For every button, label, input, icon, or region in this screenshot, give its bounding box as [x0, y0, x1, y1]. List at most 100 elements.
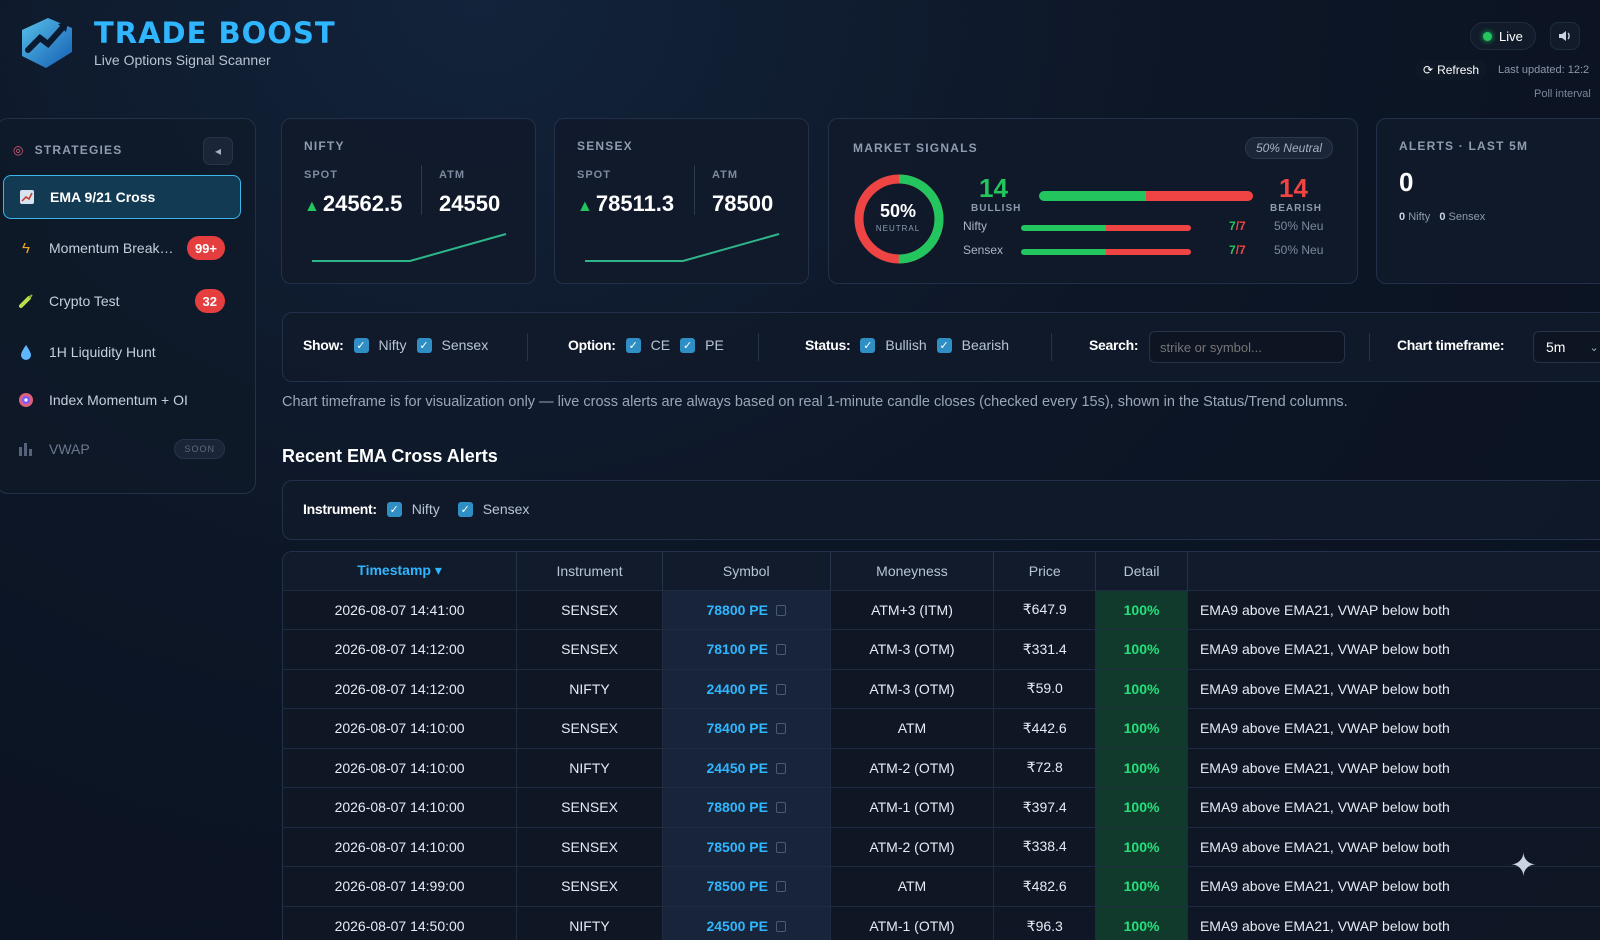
- sound-toggle-button[interactable]: [1550, 22, 1580, 50]
- detail-cell-text: EMA9 above EMA21, VWAP below both: [1199, 601, 1450, 618]
- sidebar-collapse-button[interactable]: ◂: [203, 137, 233, 165]
- count-badge: 99+: [186, 236, 225, 260]
- table-row[interactable]: 2026-08-07 14:12:00 NIFTY 24400 PE ATM-3 (O…: [283, 668, 1600, 709]
- sidebar-item-vwap[interactable]: VWAP SOON: [3, 427, 241, 471]
- price-cell: ₹647.9: [993, 589, 1097, 630]
- symbol-cell[interactable]: 24450 PE: [662, 747, 831, 788]
- timestamp-cell: 2026-08-07 14:99:00: [283, 866, 518, 906]
- col-detail[interactable]: Detail: [1095, 552, 1188, 590]
- donut-sublabel: NEUTRAL: [875, 224, 921, 233]
- table-row[interactable]: 2026-08-07 14:10:00 SENSEX 78400 PE ATM ₹442…: [283, 708, 1600, 748]
- instrument-nifty-label: Nifty: [411, 501, 440, 517]
- copy-icon[interactable]: [775, 841, 786, 853]
- copy-icon[interactable]: [775, 921, 786, 932]
- instrument-cell-text: SENSEX: [561, 799, 618, 816]
- detail-cell: EMA9 above EMA21, VWAP below both: [1187, 866, 1600, 906]
- instrument-cell-text: NIFTY: [569, 680, 610, 697]
- timestamp-cell-text: 2026-08-07 14:10:00: [334, 799, 465, 816]
- symbol-cell[interactable]: 24500 PE: [662, 905, 831, 940]
- price-cell-text: ₹442.6: [1022, 719, 1067, 736]
- symbol-cell-text: 78400 PE: [706, 720, 768, 737]
- sensex-sparkline: [585, 233, 780, 262]
- sidebar-item-liquidity-hunt[interactable]: 1H Liquidity Hunt: [3, 330, 241, 374]
- pe-checkbox[interactable]: ✓: [680, 337, 696, 353]
- live-indicator[interactable]: Live: [1470, 22, 1536, 50]
- col-instrument[interactable]: Instrument: [516, 552, 663, 590]
- strength-cell-text: 100%: [1123, 799, 1160, 816]
- sidebar-item-index-momentum[interactable]: Index Momentum + OI: [3, 378, 241, 422]
- table-row[interactable]: 2026-08-07 14:50:00 NIFTY 24500 PE ATM-1 (O…: [283, 905, 1600, 940]
- timeframe-select[interactable]: 5m ⌄: [1533, 331, 1600, 363]
- sidebar-item-momentum-break[interactable]: ϟ Momentum Break… 99+: [3, 226, 241, 270]
- table-row[interactable]: 2026-08-07 14:12:00 SENSEX 78100 PE ATM-3 (…: [283, 629, 1600, 669]
- sidebar-item-ema-cross[interactable]: EMA 9/21 Cross: [3, 175, 241, 219]
- col-timestamp[interactable]: Timestamp ▾: [283, 552, 518, 590]
- symbol-cell[interactable]: 78800 PE: [662, 787, 831, 827]
- nifty-option-label: Nifty: [378, 337, 407, 353]
- instrument-filter-bar: Instrument: ✓ Nifty ✓ Sensex: [282, 480, 1600, 540]
- nifty-spot-text: 24562.5: [322, 191, 403, 216]
- status-label: Status:: [805, 337, 851, 353]
- instrument-sensex-checkbox[interactable]: ✓: [457, 501, 473, 517]
- instrument-cell-text: SENSEX: [561, 641, 618, 658]
- symbol-cell[interactable]: 78400 PE: [662, 708, 831, 748]
- alerts-breakdown: 0 Nifty 0 Sensex: [1399, 211, 1485, 223]
- bars-icon: [17, 440, 35, 458]
- price-cell: ₹397.4: [993, 787, 1097, 827]
- col-moneyness[interactable]: Moneyness: [830, 552, 995, 590]
- sensex-signal-name: Sensex: [963, 243, 1004, 257]
- strength-cell: 100%: [1095, 668, 1188, 709]
- table-row[interactable]: 2026-08-07 14:10:00 SENSEX 78500 PE ATM-2 (…: [283, 826, 1600, 867]
- sensex-signal-bar: [1021, 249, 1191, 255]
- show-filter: Show: ✓ Nifty ✓ Sensex: [303, 337, 488, 353]
- detail-cell-text: EMA9 above EMA21, VWAP below both: [1199, 838, 1450, 855]
- copy-icon[interactable]: [775, 802, 786, 814]
- bearish-checkbox[interactable]: ✓: [936, 337, 952, 353]
- moneyness-cell: ATM-1 (OTM): [830, 787, 995, 827]
- copy-icon[interactable]: [775, 683, 786, 695]
- nifty-sparkline: [312, 233, 507, 262]
- sidebar-item-label: Crypto Test: [49, 293, 120, 309]
- detail-cell: EMA9 above EMA21, VWAP below both: [1187, 708, 1600, 748]
- table-row[interactable]: 2026-08-07 14:10:00 SENSEX 78800 PE ATM-1 (…: [283, 787, 1600, 827]
- symbol-cell[interactable]: 78800 PE: [662, 589, 831, 630]
- col-symbol[interactable]: Symbol: [662, 552, 831, 590]
- moneyness-cell: ATM-1 (OTM): [830, 905, 995, 940]
- search-filter: Search:: [1089, 337, 1139, 353]
- symbol-cell[interactable]: 24400 PE: [662, 668, 831, 709]
- count-badge: 32: [194, 289, 225, 313]
- symbol-cell[interactable]: 78100 PE: [662, 629, 831, 669]
- bullish-checkbox[interactable]: ✓: [860, 337, 876, 353]
- copy-icon[interactable]: [775, 723, 786, 735]
- symbol-cell[interactable]: 78500 PE: [662, 866, 831, 906]
- sensex-checkbox[interactable]: ✓: [416, 337, 432, 353]
- ce-checkbox[interactable]: ✓: [625, 337, 641, 353]
- timestamp-cell-text: 2026-08-07 14:12:00: [334, 641, 465, 658]
- col-price[interactable]: Price: [993, 552, 1097, 590]
- sensex-card-label: SENSEX: [577, 139, 633, 153]
- symbol-cell[interactable]: 78500 PE: [662, 826, 831, 867]
- nifty-checkbox[interactable]: ✓: [353, 337, 369, 353]
- refresh-button[interactable]: ⟳ Refresh: [1415, 60, 1488, 80]
- table-row[interactable]: 2026-08-07 14:41:00 SENSEX 78800 PE ATM+3 (…: [283, 589, 1600, 630]
- instrument-cell-text: NIFTY: [569, 918, 610, 934]
- timestamp-cell: 2026-08-07 14:10:00: [283, 708, 518, 748]
- bull-bar-segment: [1039, 191, 1146, 201]
- copy-icon[interactable]: [775, 762, 786, 774]
- bearish-label: BEARISH: [1270, 203, 1323, 214]
- copy-icon[interactable]: [775, 881, 786, 893]
- symbol-cell-text: 78100 PE: [706, 641, 768, 658]
- search-input[interactable]: [1149, 331, 1345, 363]
- copy-icon[interactable]: [775, 644, 786, 656]
- strength-cell-text: 100%: [1123, 720, 1160, 737]
- price-cell-text: ₹59.0: [1026, 680, 1063, 697]
- instrument-nifty-checkbox[interactable]: ✓: [386, 501, 402, 517]
- table-row[interactable]: 2026-08-07 14:10:00 NIFTY 24450 PE ATM-2 (O…: [283, 747, 1600, 788]
- table-row[interactable]: 2026-08-07 14:99:00 SENSEX 78500 PE ATM ₹482…: [283, 866, 1600, 906]
- donut-center: 50% NEUTRAL: [851, 201, 945, 233]
- timestamp-cell: 2026-08-07 14:10:00: [283, 826, 518, 867]
- sidebar-item-crypto-test[interactable]: Crypto Test 32: [3, 279, 241, 323]
- show-label: Show:: [303, 337, 344, 353]
- copy-icon[interactable]: [775, 604, 786, 616]
- instrument-cell: SENSEX: [516, 708, 663, 748]
